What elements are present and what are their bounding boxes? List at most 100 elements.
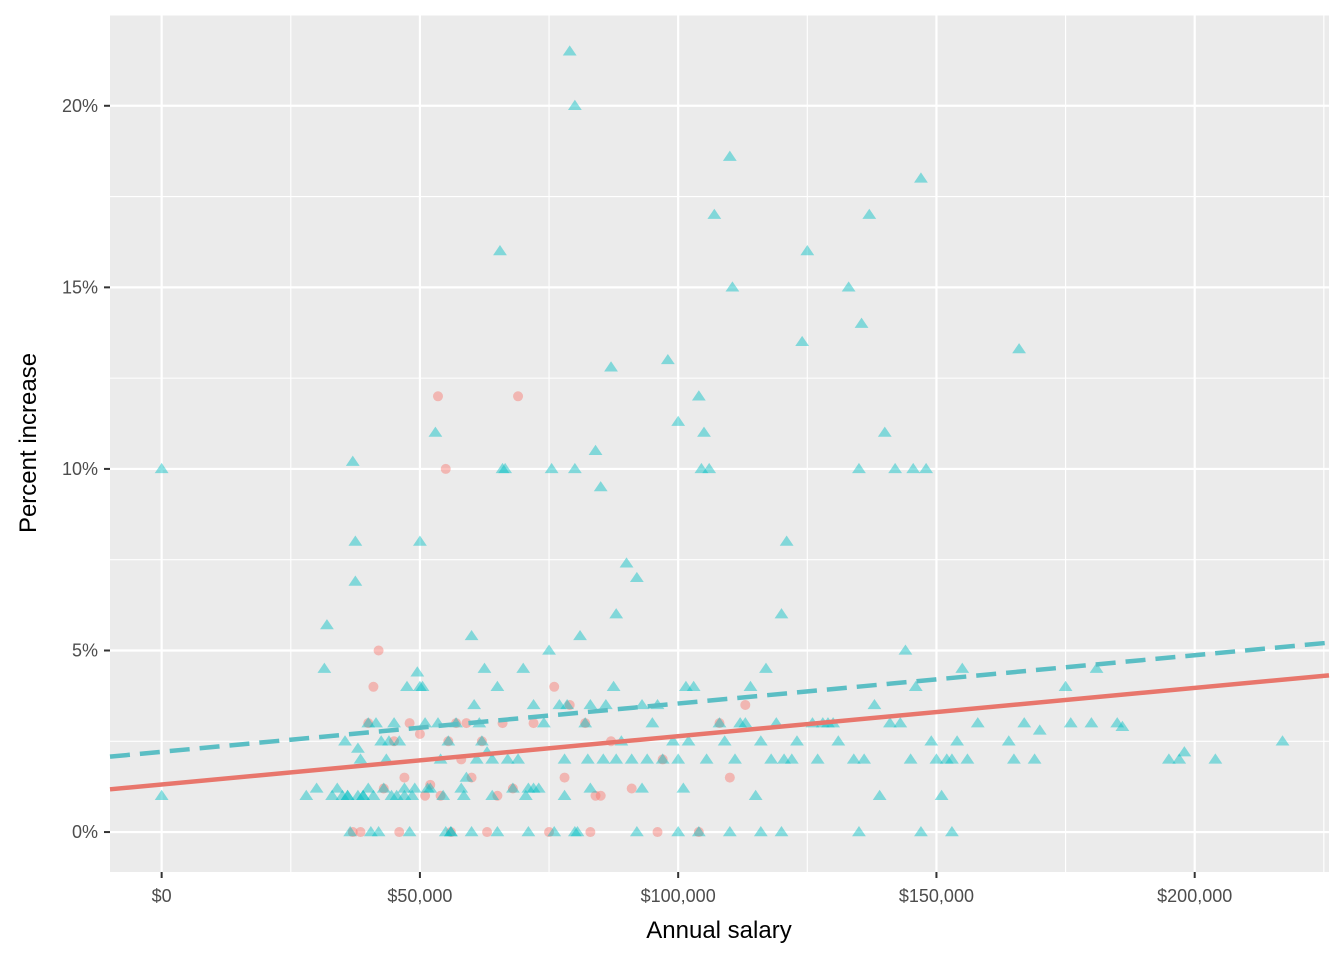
data-point-triangle [413,535,427,546]
data-point-triangle [1012,343,1026,354]
data-point-triangle [477,662,492,673]
data-point-triangle [852,462,866,474]
data-point-triangle [691,826,706,837]
data-point-triangle [1177,746,1192,757]
data-point-triangle [526,698,541,710]
data-point-triangle [397,789,412,800]
data-point-circle [693,827,704,838]
data-point-triangle [560,698,575,710]
data-point-triangle [898,644,913,655]
y-tick-label: 20% [62,96,98,116]
data-point-triangle [335,789,350,800]
data-point-triangle [679,680,693,692]
data-point-triangle [738,717,753,728]
data-point-triangle [606,680,621,692]
data-point-triangle [691,390,706,401]
data-point-triangle [970,717,985,728]
y-tick-label: 0% [72,822,98,842]
data-point-triangle [376,782,391,793]
data-point-triangle [485,753,500,764]
major-gridlines [110,15,1329,872]
data-point-triangle [759,662,773,673]
data-point-triangle [374,735,389,746]
data-point-triangle [544,462,559,474]
data-point-triangle [1032,724,1047,735]
data-point-circle [363,718,374,729]
data-point-circle [657,754,668,765]
data-point-triangle [629,571,644,583]
data-point-circle [507,783,518,794]
data-point-triangle [547,826,562,837]
data-point-triangle [872,789,887,800]
data-point-triangle [624,753,639,764]
data-point-circle [378,783,389,794]
data-point-triangle [490,826,505,837]
y-tick-label: 5% [72,640,98,660]
data-point-triangle [854,317,869,328]
data-point-circle [559,772,570,783]
data-point-triangle [405,789,420,800]
plot-panel [110,15,1329,872]
data-point-triangle [593,481,608,492]
data-point-triangle [531,782,546,793]
data-point-circle [435,790,446,801]
data-point-triangle [635,782,649,793]
data-point-triangle [1007,753,1021,764]
data-point-triangle [369,717,383,728]
data-point-circle [355,827,366,838]
data-point-triangle [908,680,923,692]
data-point-circle [347,827,358,838]
data-point-triangle [609,608,624,619]
data-point-circle [549,681,560,692]
data-point-triangle [717,735,732,746]
data-point-triangle [676,782,691,793]
data-point-circle [440,463,451,474]
data-point-triangle [583,782,598,793]
data-point-triangle [567,826,582,837]
data-point-triangle [387,717,401,728]
data-point-circle [626,783,637,794]
data-point-triangle [552,698,567,710]
data-point-triangle [934,789,949,800]
data-point-triangle [619,557,634,568]
data-point-triangle [469,753,484,764]
data-point-triangle [444,826,458,837]
data-point-triangle [299,789,314,800]
data-point-circle [492,790,503,801]
data-point-triangle [392,735,407,746]
data-point-triangle [906,462,921,474]
data-point-triangle [753,735,768,746]
data-point-triangle [666,735,680,746]
data-point-triangle [485,789,500,800]
data-point-triangle [351,789,365,800]
data-point-circle [476,736,487,747]
data-point-circle [590,790,601,801]
data-point-triangle [748,789,763,800]
data-point-triangle [764,753,779,764]
data-point-triangle [436,789,451,800]
data-point-triangle [467,698,482,710]
data-point-triangle [903,753,918,764]
data-point-triangle [578,717,593,728]
data-point-circle [714,718,725,729]
data-point-triangle [516,662,531,673]
data-point-triangle [490,680,505,692]
data-point-triangle [777,753,791,764]
data-point-circle [652,827,663,838]
data-point-triangle [1027,753,1042,764]
data-point-triangle [810,753,825,764]
data-point-circle [368,681,379,692]
y-axis-title: Percent increase [15,353,42,533]
data-point-triangle [428,426,443,437]
data-point-triangle [728,753,742,764]
data-point-triangle [697,426,711,437]
data-point-triangle [1001,735,1016,746]
data-point-triangle [929,753,944,764]
data-point-triangle [1017,717,1032,728]
data-point-circle [482,827,493,838]
minor-gridlines [110,14,1329,872]
data-point-triangle [567,99,582,110]
data-point-circle [394,827,405,838]
data-point-triangle [919,462,934,474]
trend-lines [109,640,1330,792]
